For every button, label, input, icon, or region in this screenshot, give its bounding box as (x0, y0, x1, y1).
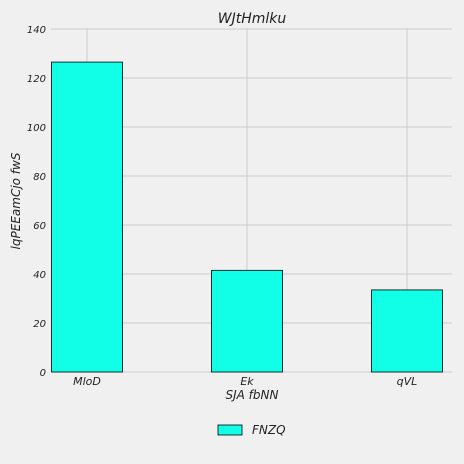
chart-title: WJtHmlku (218, 11, 287, 27)
y-tick-labels: 0 20 40 60 80 100 120 140 (27, 25, 46, 379)
x-axis-label: SJA fbNN (226, 388, 279, 402)
y-tick-label: 0 (40, 368, 46, 379)
x-tick-label: MloD (73, 375, 101, 388)
legend-swatch (217, 424, 243, 436)
bars (51, 61, 443, 373)
y-tick-label: 80 (33, 172, 46, 183)
y-tick-label: 20 (33, 319, 46, 330)
x-tick-labels: MloD Ek qVL (73, 375, 417, 388)
y-tick-label: 140 (27, 25, 46, 36)
y-tick-label: 100 (27, 123, 46, 134)
bar (51, 61, 123, 373)
bar (371, 289, 443, 373)
y-tick-label: 40 (33, 270, 46, 281)
legend: FNZQ (217, 423, 286, 437)
legend-label: FNZQ (252, 423, 286, 437)
y-tick-label: 120 (27, 74, 46, 85)
y-tick-label: 60 (33, 221, 46, 232)
x-tick-label: Ek (240, 375, 254, 388)
y-axis-label: lqPEEamCjo fwS (9, 152, 23, 249)
bar (211, 269, 283, 373)
x-tick-label: qVL (397, 375, 418, 388)
